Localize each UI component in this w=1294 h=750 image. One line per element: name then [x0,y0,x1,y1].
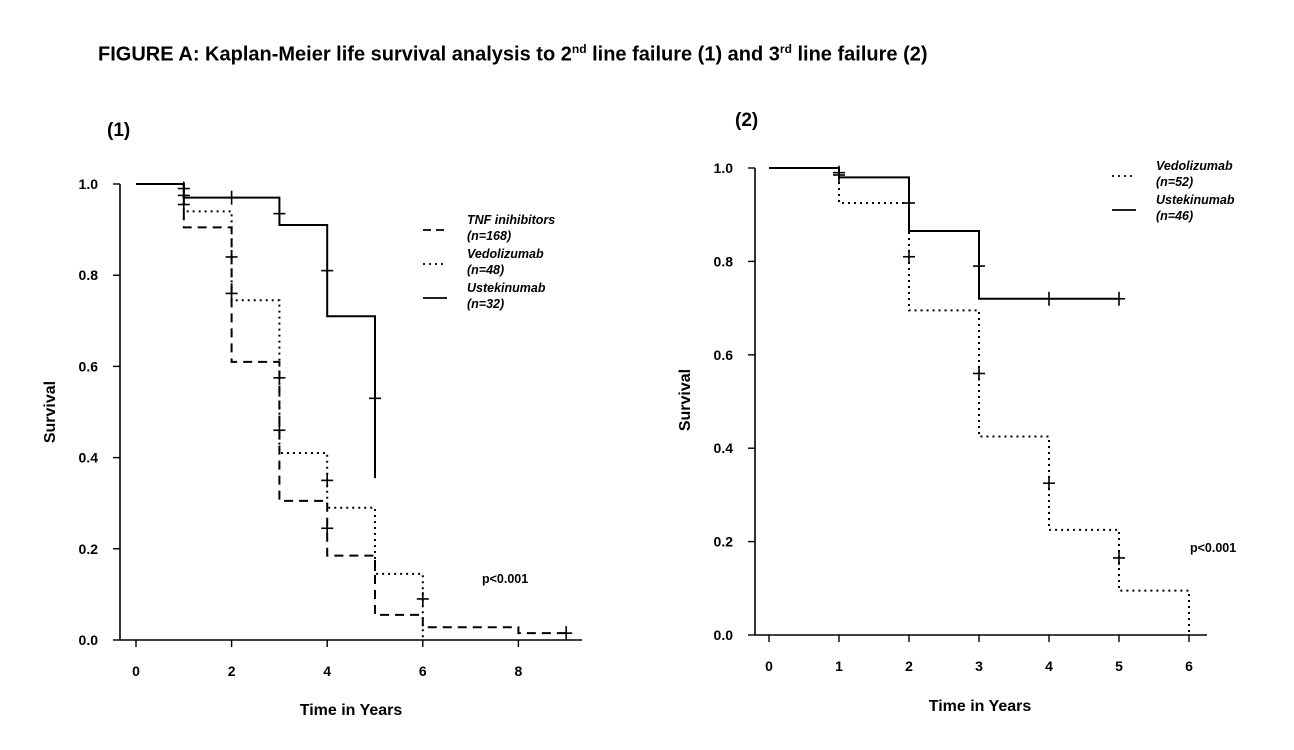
p1-series-line-dotted [136,183,424,640]
panel-label-2: (2) [735,110,759,131]
p1-legend-n: (n=48) [467,263,504,277]
p2-y-tick-label: 1.0 [714,160,734,176]
panel-label-1: (1) [107,120,131,141]
p2-legend-n: (n=46) [1156,209,1193,223]
p2-series-line-solid [769,167,1119,300]
p1-y-tick-label: 0.0 [79,632,99,648]
p1-legend-name: Ustekinumab [467,281,546,295]
p1-x-tick-label: 6 [419,663,427,679]
p2-x-tick-label: 4 [1045,658,1053,674]
p1-y-tick-label: 0.8 [79,267,99,283]
p1-y-tick-label: 1.0 [79,176,99,192]
p2-legend-n: (n=52) [1156,175,1193,189]
p2-y-axis-label: Survival [677,369,694,431]
p2-y-tick-label: 0.4 [714,440,734,456]
p2-x-axis-label: Time in Years [929,698,1032,715]
p2-y-tick-label: 0.2 [714,534,734,550]
p2-x-tick-label: 3 [975,658,983,674]
p1-y-tick-label: 0.4 [79,450,99,466]
p1-legend-n: (n=32) [467,297,504,311]
p1-legend-name: Vedolizumab [467,247,544,261]
p2-y-tick-label: 0.8 [714,253,734,269]
p1-legend-name: TNF inihibitors [467,213,555,227]
p2-legend-name: Ustekinumab [1156,193,1235,207]
p2-p-value: p<0.001 [1190,541,1236,555]
p1-y-axis-label: Survival [42,381,59,443]
p2-legend-name: Vedolizumab [1156,159,1233,173]
p2-x-tick-label: 6 [1185,658,1193,674]
p1-p-value: p<0.001 [482,572,528,586]
p1-series-line-solid [136,183,376,479]
p1-y-tick-label: 0.6 [79,358,99,374]
p1-x-axis-label: Time in Years [300,702,403,719]
p2-x-tick-label: 0 [765,658,773,674]
figure-title: FIGURE A: Kaplan-Meier life survival ana… [98,42,928,66]
p1-x-tick-label: 0 [132,663,140,679]
p1-y-tick-label: 0.2 [79,541,99,557]
p2-y-tick-label: 0.0 [714,627,734,643]
p1-x-tick-label: 4 [323,663,331,679]
p2-y-tick-label: 0.6 [714,347,734,363]
p1-x-tick-label: 2 [228,663,236,679]
p2-x-tick-label: 2 [905,658,913,674]
p1-legend-n: (n=168) [467,229,511,243]
p2-x-tick-label: 5 [1115,658,1123,674]
p1-x-tick-label: 8 [515,663,523,679]
p2-x-tick-label: 1 [835,658,843,674]
